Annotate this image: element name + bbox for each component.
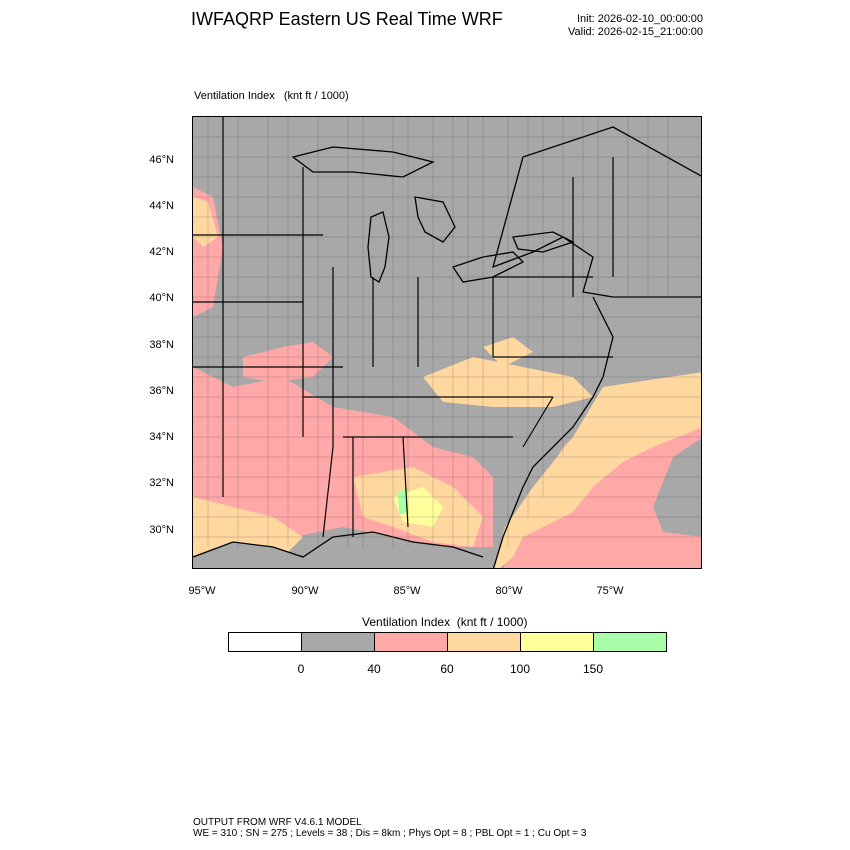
footer-line-2: WE = 310 ; SN = 275 ; Levels = 38 ; Dis … xyxy=(193,828,587,839)
lat-label-38n: 38°N xyxy=(149,339,174,351)
map-title: IWFAQRP Eastern US Real Time WRF xyxy=(191,9,503,29)
lake-ontario xyxy=(512,231,575,253)
legend-tick-60: 60 xyxy=(440,662,454,676)
lat-label-30n: 30°N xyxy=(149,524,174,536)
legend-title: Ventilation Index (knt ft / 1000) xyxy=(362,615,528,629)
county-lines xyxy=(193,117,701,547)
legend-tick-100: 100 xyxy=(509,662,531,676)
legend-swatch-yellow xyxy=(520,633,593,651)
legend-swatch-gray xyxy=(301,633,374,651)
plot-label: Ventilation Index (knt ft / 1000) xyxy=(194,90,349,102)
ocean-peach-area xyxy=(493,372,701,568)
green-patch xyxy=(398,489,407,515)
map-panel xyxy=(192,116,702,569)
legend-tick-150: 150 xyxy=(582,662,604,676)
model-footer: OUTPUT FROM WRF V4.6.1 MODEL WE = 310 ; … xyxy=(193,817,586,839)
legend-swatch-peach xyxy=(447,633,520,651)
legend-tick-0: 0 xyxy=(297,662,305,676)
lon-label-85w: 85°W xyxy=(393,585,421,597)
legend-tick-40: 40 xyxy=(367,662,381,676)
lake-michigan xyxy=(367,211,390,283)
legend-colorbar xyxy=(228,632,667,652)
lat-label-44n: 44°N xyxy=(149,200,174,212)
init-time: Init: 2026-02-10_00:00:00 xyxy=(577,13,703,25)
lat-label-32n: 32°N xyxy=(149,477,174,489)
legend-swatch-pink xyxy=(374,633,447,651)
footer-line-1: OUTPUT FROM WRF V4.6.1 MODEL xyxy=(193,817,362,828)
legend-swatch-white xyxy=(229,633,301,651)
lake-superior xyxy=(291,146,435,178)
valid-time: Valid: 2026-02-15_21:00:00 xyxy=(568,26,703,38)
lon-label-90w: 90°W xyxy=(291,585,319,597)
lat-label-34n: 34°N xyxy=(149,431,174,443)
atlantic-coast xyxy=(492,296,614,568)
ventilation-map xyxy=(193,117,701,568)
lon-label-95w: 95°W xyxy=(188,585,216,597)
lat-label-46n: 46°N xyxy=(149,154,174,166)
lat-label-36n: 36°N xyxy=(149,385,174,397)
lat-label-42n: 42°N xyxy=(149,246,174,258)
lon-label-75w: 75°W xyxy=(596,585,624,597)
ocean-gray-area xyxy=(653,438,701,537)
legend-swatch-green xyxy=(593,633,666,651)
gulf-water xyxy=(193,532,492,568)
lat-label-40n: 40°N xyxy=(149,292,174,304)
lon-label-80w: 80°W xyxy=(495,585,523,597)
time-info: Init: 2026-02-10_00:00:00 Valid: 2026-02… xyxy=(568,13,703,39)
